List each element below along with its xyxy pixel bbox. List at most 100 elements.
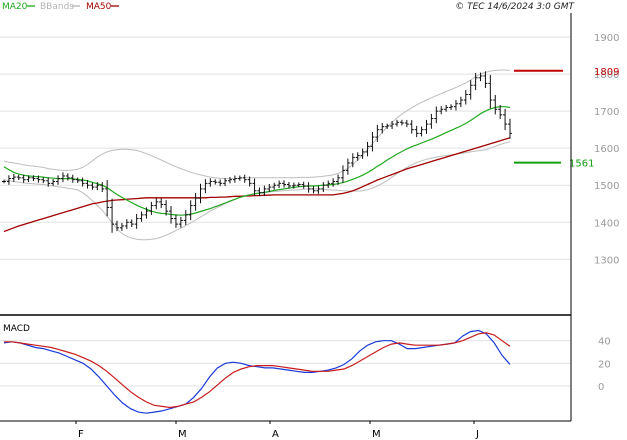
price-bar bbox=[370, 131, 375, 152]
price-bar bbox=[193, 193, 198, 211]
legend-ma50-label: MA50 bbox=[86, 2, 112, 12]
price-bar bbox=[178, 216, 183, 228]
price-bar bbox=[306, 182, 311, 193]
price-bar bbox=[26, 175, 31, 183]
price-bar bbox=[286, 181, 291, 189]
price-bar bbox=[124, 219, 129, 230]
x-month-label: M bbox=[178, 429, 187, 440]
price-tick-label: 1400 bbox=[594, 218, 619, 229]
price-bar bbox=[355, 152, 360, 161]
price-bar bbox=[434, 106, 439, 124]
macd-tick-label: 0 bbox=[598, 382, 604, 393]
price-bar bbox=[154, 198, 159, 210]
price-bar bbox=[439, 106, 444, 115]
price-bar bbox=[90, 182, 95, 190]
price-bar bbox=[129, 219, 134, 227]
price-bar bbox=[458, 96, 463, 108]
price-bar bbox=[331, 178, 336, 187]
macd-tick-label: 20 bbox=[598, 359, 611, 370]
price-bar bbox=[395, 119, 400, 127]
price-bar bbox=[134, 213, 139, 229]
price-tick-label: 1600 bbox=[594, 144, 619, 155]
moving-averages bbox=[3, 106, 511, 233]
macd-panel: MACD 40 20 0 bbox=[0, 324, 611, 414]
price-bar bbox=[247, 176, 252, 187]
price-bar bbox=[105, 180, 110, 217]
macd-lines bbox=[3, 329, 511, 414]
price-tick-label: 1900 bbox=[594, 33, 619, 44]
price-bar bbox=[272, 182, 277, 190]
price-bar bbox=[41, 177, 46, 184]
price-bar bbox=[380, 122, 385, 134]
price-bar bbox=[114, 220, 119, 232]
price-bar bbox=[414, 125, 419, 138]
price-bar bbox=[282, 180, 287, 188]
price-bar bbox=[390, 121, 395, 130]
price-bar bbox=[237, 175, 242, 181]
bollinger-bands bbox=[3, 69, 511, 241]
price-bar bbox=[340, 165, 345, 183]
x-month-label: F bbox=[78, 429, 84, 440]
legend-bbands-label: BBands bbox=[40, 2, 74, 12]
price-bar bbox=[60, 172, 65, 183]
price-bar bbox=[493, 94, 498, 115]
macd-line bbox=[3, 329, 511, 414]
price-bar bbox=[311, 186, 316, 194]
price-bar bbox=[6, 175, 11, 185]
price-axis-ticks: 1900 1800 1700 1600 1500 1400 1300 bbox=[594, 33, 619, 266]
price-bar bbox=[16, 174, 21, 181]
price-bar bbox=[404, 119, 409, 128]
price-bar bbox=[360, 148, 365, 159]
price-bar bbox=[203, 179, 208, 194]
price-bar bbox=[242, 174, 247, 183]
x-month-label: J bbox=[475, 429, 479, 440]
price-bar bbox=[262, 185, 267, 196]
price-bar bbox=[365, 141, 370, 157]
price-bar bbox=[375, 124, 380, 142]
price-bar bbox=[508, 118, 512, 139]
legend: MA20 BBands MA50 bbox=[2, 2, 119, 12]
price-bar bbox=[424, 119, 429, 134]
price-bar bbox=[100, 182, 105, 193]
price-bar bbox=[2, 179, 6, 184]
x-month-label: M bbox=[372, 429, 381, 440]
price-bar bbox=[453, 100, 458, 111]
price-bar bbox=[444, 105, 449, 112]
price-bar bbox=[46, 177, 51, 187]
price-bar bbox=[503, 108, 508, 131]
price-bar bbox=[164, 200, 169, 216]
price-bar bbox=[316, 185, 321, 194]
price-bar bbox=[291, 182, 296, 189]
price-bar bbox=[483, 71, 488, 89]
price-bar bbox=[232, 175, 237, 183]
price-bar bbox=[350, 153, 355, 168]
price-bar bbox=[173, 214, 178, 228]
price-bar bbox=[473, 72, 478, 91]
price-bar bbox=[267, 183, 272, 193]
price-bar bbox=[218, 179, 223, 187]
price-bar bbox=[119, 222, 124, 231]
price-bar bbox=[399, 119, 404, 126]
price-bar bbox=[21, 174, 26, 183]
price-bar bbox=[326, 180, 331, 189]
price-bar bbox=[449, 104, 454, 110]
price-bar bbox=[419, 126, 424, 137]
price-bar bbox=[95, 182, 100, 191]
price-bar bbox=[301, 181, 306, 189]
price-bar bbox=[144, 207, 149, 219]
price-tick-label: 1700 bbox=[594, 107, 619, 118]
price-tick-label: 1800 bbox=[594, 70, 619, 81]
price-bar bbox=[85, 180, 90, 189]
price-bar bbox=[188, 200, 193, 221]
price-bar bbox=[208, 178, 213, 187]
price-bar bbox=[56, 175, 61, 185]
price-bar bbox=[110, 198, 115, 233]
bbands-upper-line bbox=[3, 69, 511, 180]
price-bar bbox=[139, 211, 144, 222]
price-bar bbox=[11, 173, 16, 182]
price-bar bbox=[385, 123, 390, 129]
price-bar bbox=[227, 177, 232, 184]
price-bar bbox=[277, 180, 282, 189]
price-bar bbox=[488, 74, 493, 109]
